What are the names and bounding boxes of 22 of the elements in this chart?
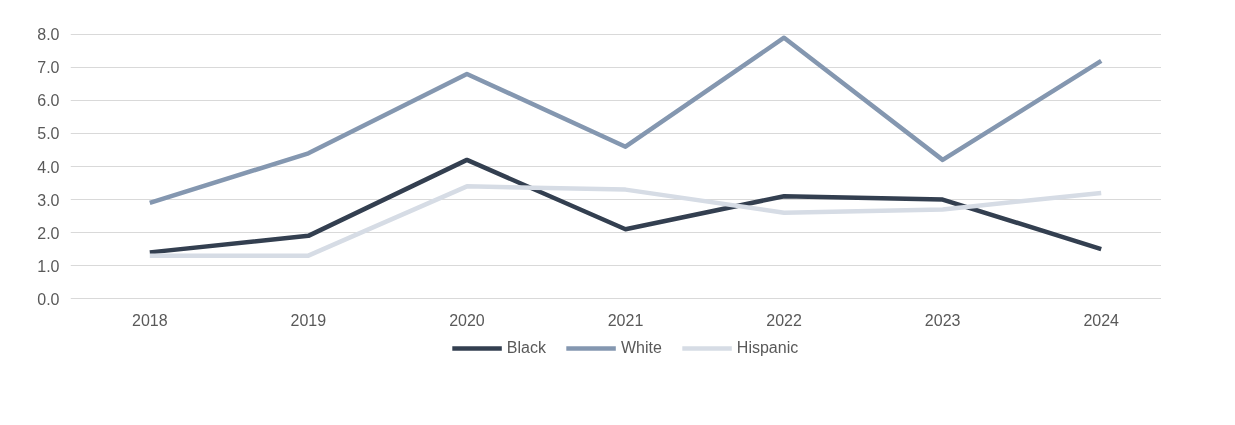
y-tick-label: 3.0 [37,191,60,209]
x-tick-label: 2022 [766,311,802,329]
legend-label: Hispanic [736,339,799,357]
y-tick-label: 2.0 [37,224,60,242]
x-tick-label: 2019 [290,311,327,329]
line-series [147,184,1104,258]
legend-label: Black [506,339,546,357]
x-tick-label: 2024 [1083,311,1120,329]
x-tick-label: 2023 [924,311,961,329]
y-tick-label: 6.0 [37,92,60,110]
y-tick-label: 5.0 [37,125,60,143]
line-series [147,35,1104,206]
x-tick-label: 2021 [607,311,644,329]
x-tick-label: 2020 [449,311,485,329]
x-tick-label: 2018 [131,311,168,329]
y-tick-label: 0.0 [37,290,60,308]
y-tick-label: 8.0 [37,26,60,44]
y-tick-label: 4.0 [37,158,60,176]
legend-label: White [620,339,662,357]
y-tick-label: 1.0 [37,257,60,275]
line-series [147,157,1104,255]
y-tick-label: 7.0 [37,59,60,77]
